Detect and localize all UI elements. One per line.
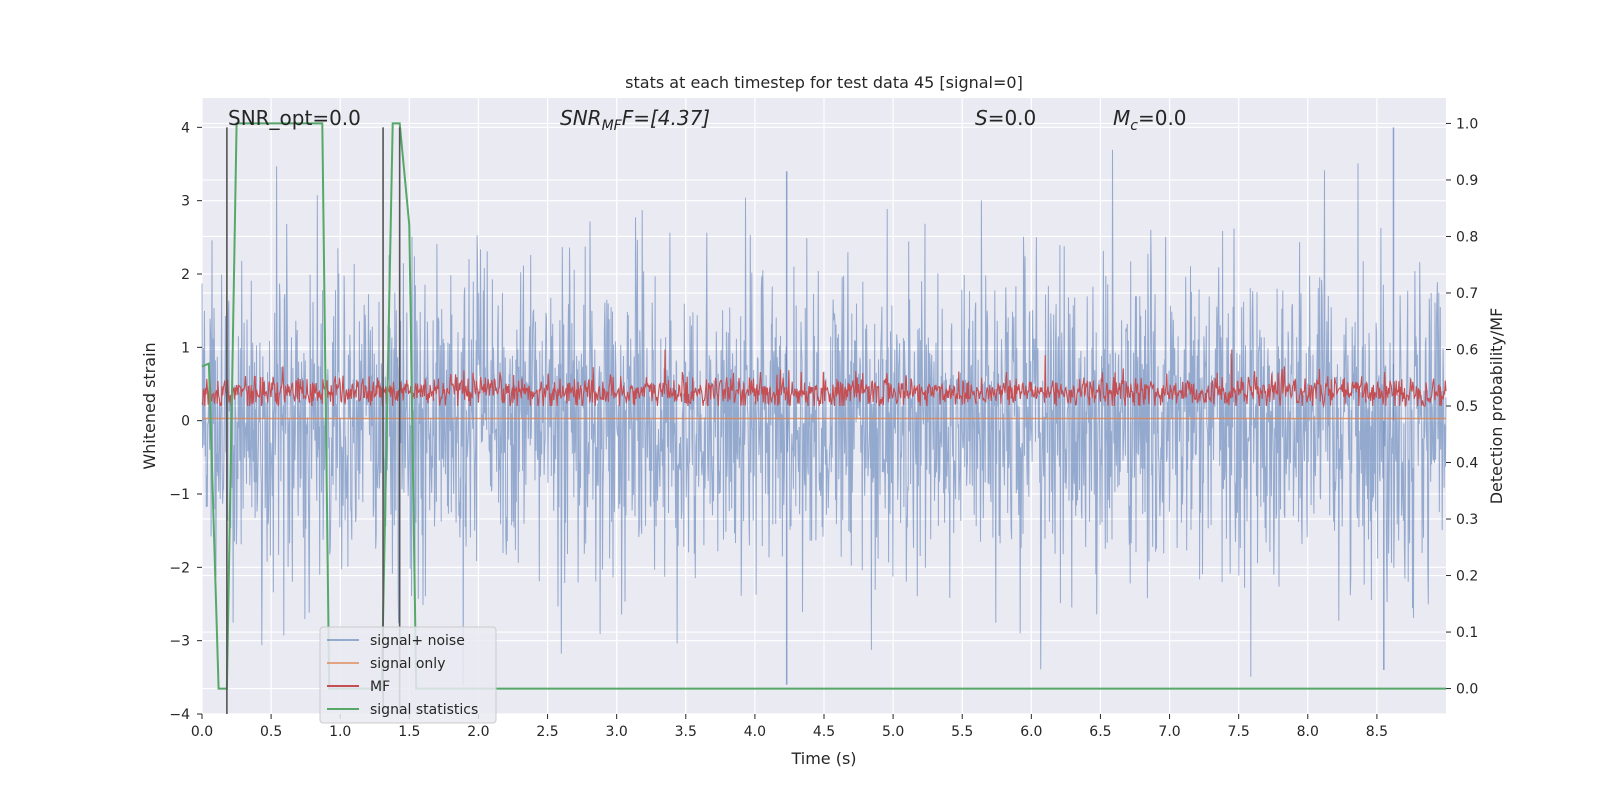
x-tick-label: 0.0 xyxy=(191,724,213,740)
annotation-snr-mf: SNRMFF=[4.37] xyxy=(560,106,710,134)
x-axis-label: Time (s) xyxy=(790,749,856,768)
y-tick-label: 4 xyxy=(181,120,190,136)
x-tick-label: 7.5 xyxy=(1228,724,1250,740)
series-line-mf xyxy=(201,349,1447,409)
x-tick-label: 7.0 xyxy=(1158,724,1180,740)
annotation-snr-mf-sub: MF xyxy=(602,118,623,134)
y2-tick-label: 0.9 xyxy=(1456,173,1478,189)
legend-item-signal-noise: signal+ noise xyxy=(327,633,465,649)
y2-tick-label: 0.4 xyxy=(1456,456,1478,472)
annotation-s-rest: =0.0 xyxy=(988,106,1037,130)
y2-axis-ticks: 1.0 0.9 0.8 0.7 0.6 0.5 0.4 0.3 0.2 0.1 0.0 xyxy=(1446,116,1478,698)
vertical-markers xyxy=(226,127,401,714)
x-tick-label: 6.5 xyxy=(1089,724,1111,740)
y-axis-label: Whitened strain xyxy=(140,342,159,469)
legend-frame xyxy=(319,626,497,724)
x-tick-label: 4.5 xyxy=(813,724,835,740)
x-tick-label: 1.0 xyxy=(329,724,351,740)
y-tick-label: 3 xyxy=(181,194,190,210)
y2-tick-label: 0.1 xyxy=(1456,625,1478,641)
x-tick-label: 8.0 xyxy=(1297,724,1319,740)
y-tick-label: 0 xyxy=(181,414,190,430)
legend-label: MF xyxy=(370,679,390,695)
annotation-snr-mf-base: SNR xyxy=(560,106,602,130)
annotation-mc: Mc=0.0 xyxy=(1113,106,1187,134)
y-tick-label: −3 xyxy=(169,634,190,650)
annotation-mc-main: M xyxy=(1113,106,1130,130)
x-tick-label: 2.5 xyxy=(536,724,558,740)
y2-tick-label: 0.3 xyxy=(1456,512,1478,528)
y2-tick-label: 0.2 xyxy=(1456,569,1478,585)
x-tick-label: 3.0 xyxy=(606,724,628,740)
x-tick-label: 6.0 xyxy=(1020,724,1042,740)
series-mf xyxy=(201,349,1447,409)
annotation-mc-sub: c xyxy=(1130,118,1138,134)
legend-item-signal-statistics: signal statistics xyxy=(327,702,478,718)
y2-axis-label: Detection probability/MF xyxy=(1487,308,1506,505)
legend-label: signal only xyxy=(370,656,445,672)
x-tick-label: 4.0 xyxy=(744,724,766,740)
y2-tick-label: 0.5 xyxy=(1456,399,1478,415)
y2-tick-label: 1.0 xyxy=(1456,116,1478,132)
legend-item-mf: MF xyxy=(327,679,390,695)
y2-tick-label: 0.6 xyxy=(1456,342,1478,358)
annotation-s-main: S xyxy=(975,106,988,130)
y-axis-ticks: 4 3 2 1 0 −1 −2 −3 −4 xyxy=(169,120,202,723)
y2-tick-label: 0.7 xyxy=(1456,286,1478,302)
annotation-snr-mf-rest: F=[4.37] xyxy=(622,106,710,130)
annotation-mc-rest: =0.0 xyxy=(1138,106,1187,130)
annotation-s: S=0.0 xyxy=(975,106,1036,130)
annotation-snr-opt: SNR_opt=0.0 xyxy=(228,106,361,130)
x-tick-label: 8.5 xyxy=(1366,724,1388,740)
series-signal-noise xyxy=(201,127,1447,685)
x-axis-ticks: 0.0 0.5 1.0 1.5 2.0 2.5 3.0 3.5 4.0 4.5 5.0 5.5 6.0 6… xyxy=(191,714,1388,740)
y-tick-label: −4 xyxy=(169,707,190,723)
x-tick-label: 5.0 xyxy=(882,724,904,740)
chart-title: stats at each timestep for test data 45 … xyxy=(625,73,1023,92)
y2-tick-label: 0.8 xyxy=(1456,229,1478,245)
y-tick-label: 2 xyxy=(181,267,190,283)
legend-label: signal+ noise xyxy=(370,633,465,649)
y-tick-label: −1 xyxy=(169,487,190,503)
series-line-signal-noise xyxy=(201,149,1447,685)
x-tick-label: 2.0 xyxy=(467,724,489,740)
y-tick-label: −2 xyxy=(169,560,190,576)
x-tick-label: 1.5 xyxy=(398,724,420,740)
x-tick-label: 3.5 xyxy=(675,724,697,740)
y-tick-label: 1 xyxy=(181,340,190,356)
x-tick-label: 5.5 xyxy=(951,724,973,740)
x-tick-label: 0.5 xyxy=(260,724,282,740)
y2-tick-label: 0.0 xyxy=(1456,682,1478,698)
legend: signal+ noise signal only MF signal stat… xyxy=(319,626,497,724)
legend-label: signal statistics xyxy=(370,702,478,718)
legend-item-signal-only: signal only xyxy=(327,656,445,672)
